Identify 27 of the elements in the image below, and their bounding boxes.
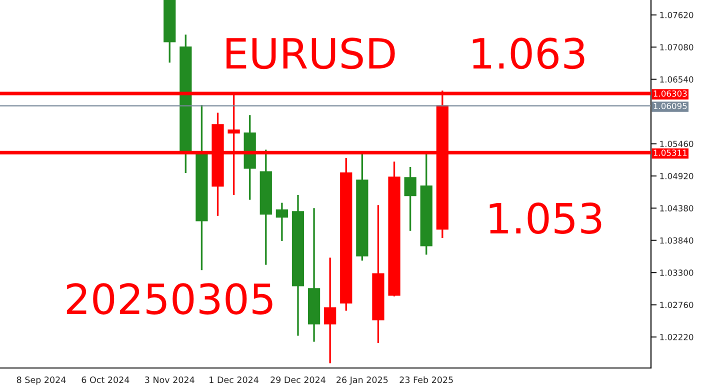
x-tick-label: 23 Feb 2025	[400, 376, 453, 384]
candlestick	[404, 166, 416, 232]
y-tick-label: 1.04920	[660, 172, 694, 180]
annotation: 1.063	[472, 38, 584, 70]
y-tick-label: 1.03840	[660, 237, 694, 244]
candlestick	[324, 256, 336, 364]
x-tick-label: 26 Jan 2025	[336, 376, 388, 385]
y-tick-label: 1.05460	[660, 140, 694, 148]
annotation: EURUSD	[226, 38, 395, 70]
x-tick-label: 8 Sep 2024	[16, 376, 66, 385]
y-tick-label: 1.03300	[660, 270, 694, 276]
x-tick-label: 3 Nov 2024	[145, 376, 194, 384]
annotation: 20250305	[66, 283, 272, 315]
candlestick	[276, 202, 288, 242]
y-tick-label: 1.06540	[660, 76, 694, 83]
x-tick-label: 6 Oct 2024	[82, 376, 130, 384]
x-tick-label: 1 Dec 2024	[210, 376, 258, 384]
y-tick-label: 1.07620	[660, 12, 694, 18]
y-tick-label: 1.02760	[660, 302, 694, 308]
ref-line-label: 1.06303	[654, 90, 687, 97]
annotation: 1.053	[490, 202, 602, 234]
x-tick-label: 29 Dec 2024	[270, 376, 326, 384]
y-tick-label: 1.02220	[660, 334, 694, 340]
y-tick-label: 1.04380	[660, 205, 694, 212]
ref-line-label: 1.06095	[654, 102, 687, 110]
y-tick-label: 1.07080	[660, 44, 694, 50]
ref-line-label: 1.05311	[654, 150, 687, 156]
